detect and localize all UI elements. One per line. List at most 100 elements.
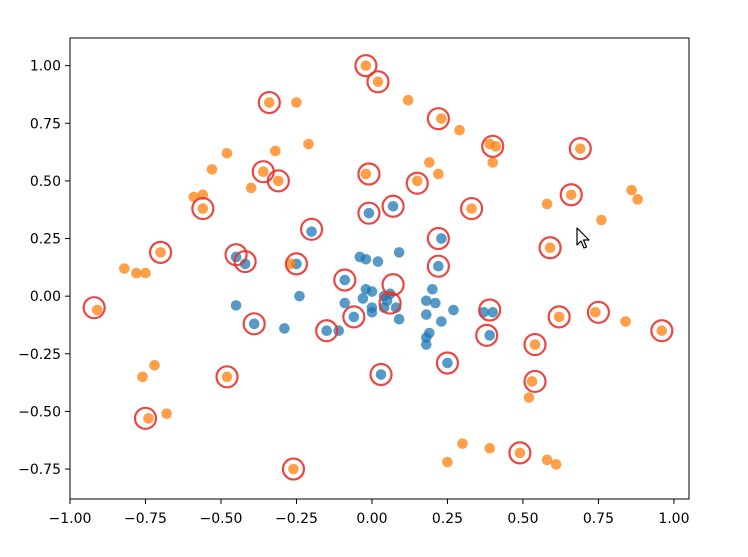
blue-point xyxy=(363,207,375,219)
blue-point xyxy=(433,260,444,272)
highlight-ring xyxy=(357,162,381,186)
orange-point xyxy=(149,360,160,371)
orange-point xyxy=(424,157,435,168)
orange-point xyxy=(263,97,275,108)
blue-point xyxy=(387,200,399,212)
orange-point xyxy=(526,376,538,387)
highlight-ring xyxy=(586,300,611,324)
y-tick-label: 0.50 xyxy=(30,174,61,190)
orange-point xyxy=(550,459,562,470)
mouse-pointer-icon xyxy=(576,227,592,251)
orange-point xyxy=(161,408,172,420)
orange-point xyxy=(303,138,314,150)
orange-point xyxy=(137,371,148,383)
blue-point xyxy=(306,226,317,237)
orange-point xyxy=(626,184,637,196)
blue-point xyxy=(366,306,378,318)
orange-point xyxy=(411,175,423,187)
y-tick-label: 0.25 xyxy=(30,232,61,248)
highlight-ring xyxy=(481,134,505,158)
blue-point xyxy=(339,274,351,286)
highlight-rings xyxy=(82,54,674,481)
x-tick-label: 0.50 xyxy=(507,511,538,527)
data-points xyxy=(91,60,668,475)
orange-point xyxy=(288,463,299,475)
orange-point xyxy=(270,145,281,157)
blue-point xyxy=(294,290,305,302)
orange-point xyxy=(442,456,453,468)
blue-point xyxy=(430,297,441,309)
blue-point xyxy=(333,325,345,337)
orange-point xyxy=(221,147,233,159)
highlight-ring xyxy=(366,70,390,94)
x-tick-label: −0.75 xyxy=(124,511,167,527)
y-tick-label: 1.00 xyxy=(30,59,61,75)
highlight-ring xyxy=(378,291,402,315)
orange-point xyxy=(457,438,468,449)
orange-point xyxy=(454,124,465,136)
highlight-ring xyxy=(357,201,381,225)
orange-point xyxy=(291,97,302,108)
orange-point xyxy=(565,189,577,201)
blue-point xyxy=(436,233,447,244)
orange-point xyxy=(206,164,218,175)
highlight-ring xyxy=(315,319,339,343)
blue-point xyxy=(393,247,405,258)
orange-point xyxy=(143,413,154,424)
highlight-ring xyxy=(369,362,393,387)
blue-point xyxy=(239,258,251,270)
highlight-ring xyxy=(559,183,583,207)
orange-point xyxy=(360,168,372,180)
blue-point xyxy=(321,325,332,337)
highlight-ring xyxy=(257,90,281,115)
orange-point xyxy=(372,76,384,88)
highlight-ring xyxy=(233,249,257,274)
highlight-ring xyxy=(284,252,309,276)
orange-point xyxy=(541,198,553,210)
highlight-ring xyxy=(333,268,357,292)
blue-point xyxy=(375,369,387,380)
y-tick-label: −0.25 xyxy=(18,347,61,363)
highlight-ring xyxy=(523,369,547,394)
orange-point xyxy=(620,316,631,327)
highlight-ring xyxy=(475,323,499,347)
highlight-ring xyxy=(426,226,450,251)
orange-point xyxy=(523,392,535,403)
orange-point xyxy=(484,442,496,454)
highlight-ring xyxy=(523,332,547,357)
blue-point xyxy=(427,283,438,295)
orange-point xyxy=(402,94,414,106)
x-tick-label: 0.25 xyxy=(432,511,463,527)
orange-point xyxy=(197,203,209,214)
orange-point xyxy=(257,166,269,177)
orange-point xyxy=(285,258,296,270)
orange-point xyxy=(529,339,541,350)
orange-point xyxy=(131,267,142,279)
x-tick-label: −1.00 xyxy=(49,511,92,527)
orange-point xyxy=(273,175,284,187)
orange-point xyxy=(514,447,526,459)
orange-point xyxy=(632,194,643,205)
orange-point xyxy=(541,454,553,466)
y-tick-label: 0.75 xyxy=(30,116,61,132)
orange-point xyxy=(433,168,444,180)
highlight-ring xyxy=(426,107,450,131)
orange-point xyxy=(466,203,477,214)
orange-point xyxy=(91,304,103,316)
orange-point xyxy=(155,247,166,258)
orange-point xyxy=(221,371,233,383)
orange-point xyxy=(553,311,565,323)
x-tick-label: 0.00 xyxy=(356,511,387,527)
plot-frame xyxy=(69,37,690,500)
orange-point xyxy=(245,182,257,194)
blue-point xyxy=(393,313,405,325)
highlight-ring xyxy=(568,137,592,161)
highlight-ring xyxy=(281,457,306,481)
highlight-ring xyxy=(426,254,450,278)
highlight-ring xyxy=(478,298,502,322)
orange-point xyxy=(590,306,601,318)
highlight-ring xyxy=(547,305,571,329)
orange-point xyxy=(574,143,586,154)
blue-point xyxy=(360,253,372,265)
